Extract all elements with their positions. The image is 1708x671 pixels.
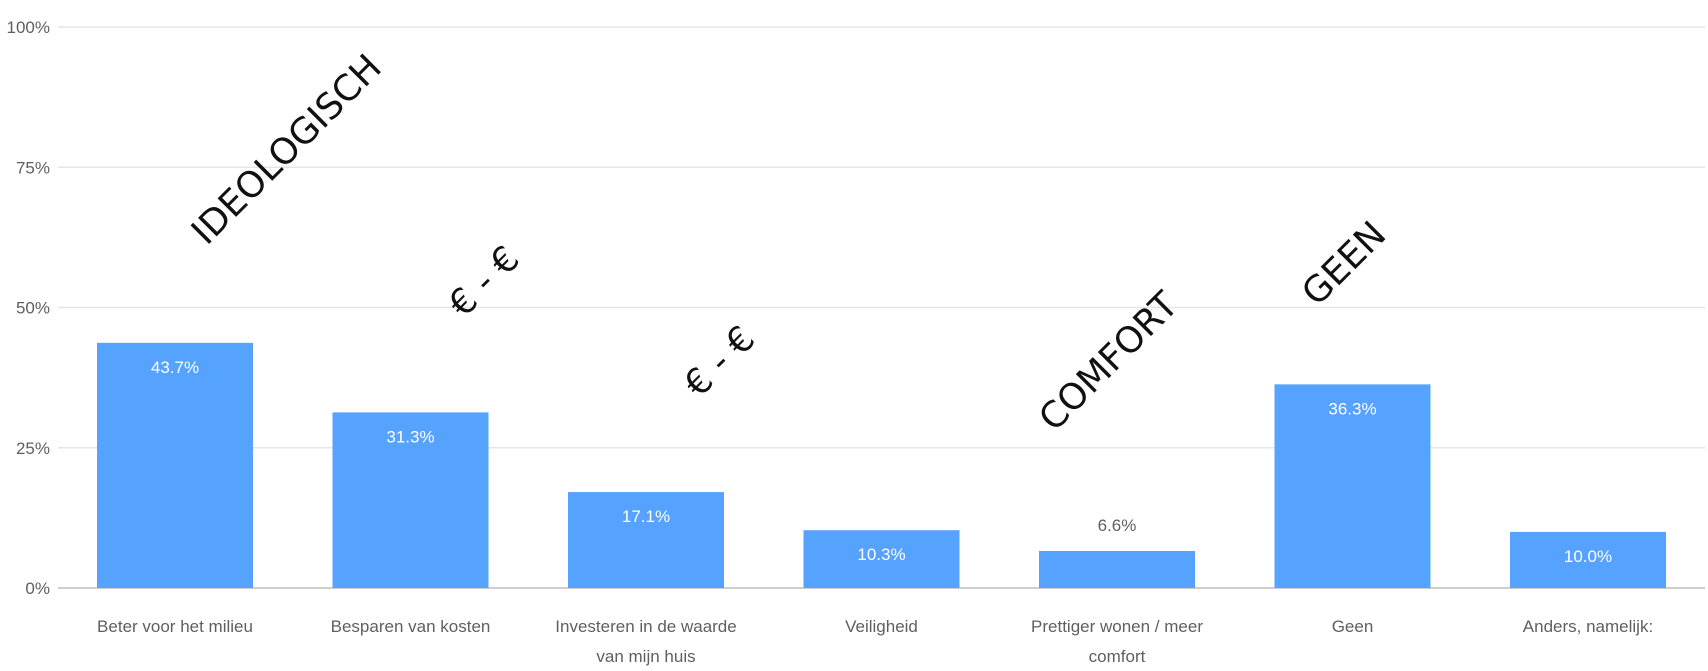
- bars: [97, 342, 1666, 588]
- bar: [803, 530, 960, 588]
- category-label: Anders, namelijk:: [1523, 617, 1653, 636]
- y-tick-label: 75%: [16, 158, 50, 177]
- y-tick-label: 100%: [7, 18, 50, 37]
- bar: [97, 342, 253, 588]
- category-label: Besparen van kosten: [331, 617, 491, 636]
- bar: [568, 492, 724, 588]
- value-label: 10.0%: [1564, 547, 1612, 566]
- annotation-label: € - €: [441, 238, 528, 325]
- value-label: 36.3%: [1328, 399, 1376, 418]
- category-label: Veiligheid: [845, 617, 918, 636]
- category-label: comfort: [1089, 647, 1146, 666]
- category-labels: Beter voor het milieu Besparen van kosten…: [97, 617, 1653, 666]
- y-tick-label: 0%: [25, 579, 50, 598]
- bar: [1274, 384, 1431, 588]
- bar: [332, 412, 489, 588]
- value-label: 43.7%: [151, 358, 199, 377]
- y-tick-label: 50%: [16, 299, 50, 318]
- category-label: Beter voor het milieu: [97, 617, 253, 636]
- value-label: 10.3%: [857, 545, 905, 564]
- value-label: 17.1%: [622, 507, 670, 526]
- category-label: van mijn huis: [596, 647, 695, 666]
- category-label: Prettiger wonen / meer: [1031, 617, 1203, 636]
- annotation-label: GEEN: [1294, 214, 1394, 314]
- value-label: 31.3%: [386, 427, 434, 446]
- value-label: 6.6%: [1098, 516, 1137, 535]
- annotation-label: IDEOLOGISCH: [184, 47, 390, 253]
- y-tick-label: 25%: [16, 439, 50, 458]
- value-labels: 43.7% 31.3% 17.1% 10.3% 6.6% 36.3% 10.0%: [151, 358, 1612, 566]
- bar: [1039, 550, 1195, 588]
- bar: [1510, 531, 1666, 588]
- annotation-label: € - €: [676, 318, 763, 405]
- category-label: Geen: [1332, 617, 1374, 636]
- category-label: Investeren in de waarde: [555, 617, 736, 636]
- y-axis-ticks: 0% 25% 50% 75% 100%: [7, 18, 50, 598]
